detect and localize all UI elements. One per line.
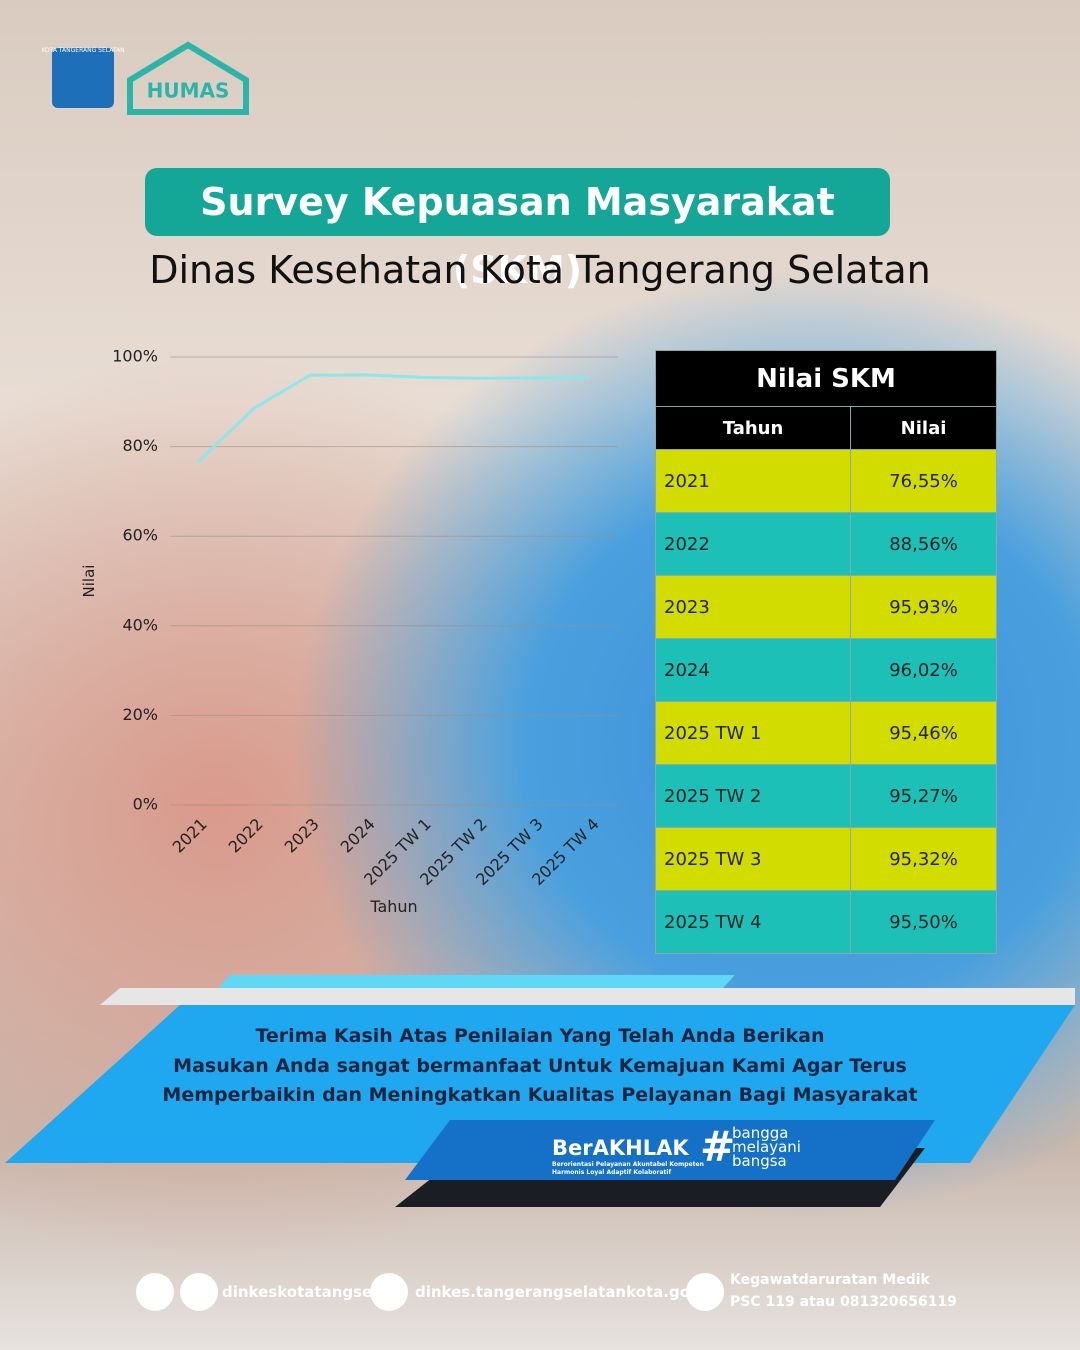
youtube-icon xyxy=(180,1273,218,1311)
y-tick-label: 60% xyxy=(122,526,158,545)
website: dinkes.tangerangselatankota.go.id xyxy=(415,1283,712,1301)
table-cell: 2022 xyxy=(654,512,852,576)
humas-logo xyxy=(127,41,249,115)
table-row: 2025 TW 2 95,27% xyxy=(654,764,997,828)
message-line: Masukan Anda sangat bermanfaat Untuk Kem… xyxy=(173,1055,907,1077)
y-tick-label: 0% xyxy=(133,795,158,814)
emergency-numbers: PSC 119 atau 081320656119 xyxy=(730,1294,957,1310)
social-handle: dinkeskotatangsel xyxy=(222,1283,378,1301)
x-tick-label: 2022 xyxy=(225,814,267,856)
x-tick-label: 2023 xyxy=(281,814,323,856)
hash-icon: # xyxy=(700,1122,736,1171)
table-cell: 2025 TW 3 xyxy=(654,827,852,891)
y-axis-label: Nilai xyxy=(80,565,98,598)
table-cell: 96,02% xyxy=(850,638,997,702)
slogan: bangga xyxy=(732,1124,789,1142)
table-cell: 76,55% xyxy=(850,449,997,513)
line xyxy=(196,373,591,464)
table-row: 2025 TW 1 95,46% xyxy=(654,701,997,765)
table-title: Nilai SKM xyxy=(655,350,997,407)
slogan: bangsa xyxy=(732,1152,787,1170)
table-cell: 2025 TW 2 xyxy=(654,764,852,828)
ribbon xyxy=(405,1120,935,1180)
table-cell: 2025 TW 1 xyxy=(654,701,852,765)
x-axis-label: Tahun xyxy=(369,897,417,916)
subtitle: Dinas Kesehatan Kota Tangerang Selatan xyxy=(149,248,931,292)
table-row: 2023 95,93% xyxy=(654,575,997,639)
table-cell: 95,93% xyxy=(850,575,997,639)
message-line: Memperbaikin dan Meningkatkan Kualitas P… xyxy=(162,1084,918,1106)
table-row: 2025 TW 3 95,32% xyxy=(654,827,997,891)
table: Nilai SKM Tahun Nilai 2021 76,55% 2022 88,56… xyxy=(654,350,997,954)
emergency-title: Kegawatdaruratan Medik xyxy=(730,1272,930,1288)
logo-text: HUMAS xyxy=(147,79,230,103)
table-row: 2021 76,55% xyxy=(654,449,997,513)
web-icon xyxy=(370,1273,408,1311)
logo-text: KOTA TANGERANG SELATAN xyxy=(41,47,124,54)
brand-tagline: Harmonis Loyal Adaptif Kolaboratif xyxy=(552,1169,672,1176)
table-cell: 95,32% xyxy=(850,827,997,891)
y-tick-label: 20% xyxy=(122,705,158,724)
table-cell: 2023 xyxy=(654,575,852,639)
x-tick-label: 2021 xyxy=(169,814,211,856)
city-logo xyxy=(52,48,114,108)
brand-tagline: Berorientasi Pelayanan Akuntabel Kompete… xyxy=(552,1161,704,1168)
column-header: Tahun xyxy=(654,406,852,450)
table-cell: 2021 xyxy=(654,449,852,513)
ribbon xyxy=(100,988,1075,1005)
phone-icon xyxy=(686,1273,724,1311)
table-cell: 95,50% xyxy=(850,890,997,954)
table-cell: 88,56% xyxy=(850,512,997,576)
message-line: Terima Kasih Atas Penilaian Yang Telah A… xyxy=(255,1025,825,1047)
y-tick-label: 80% xyxy=(122,436,158,455)
table-cell: 2025 TW 4 xyxy=(654,890,852,954)
instagram-icon xyxy=(136,1273,174,1311)
brand-name: BerAKHLAK xyxy=(552,1136,689,1160)
table-row: 2025 TW 4 95,50% xyxy=(654,890,997,954)
y-tick-label: 40% xyxy=(122,615,158,634)
slogan: melayani xyxy=(732,1138,801,1156)
column-header: Nilai xyxy=(850,406,997,450)
table-cell: 95,46% xyxy=(850,701,997,765)
table-cell: 2024 xyxy=(654,638,852,702)
table-row: 2022 88,56% xyxy=(654,512,997,576)
table-cell: 95,27% xyxy=(850,764,997,828)
table-row: 2024 96,02% xyxy=(654,638,997,702)
title: Survey Kepuasan Masyarakat (SKM) xyxy=(145,168,890,292)
x-tick-label: 2024 xyxy=(337,814,379,856)
y-tick-label: 100% xyxy=(112,347,158,366)
